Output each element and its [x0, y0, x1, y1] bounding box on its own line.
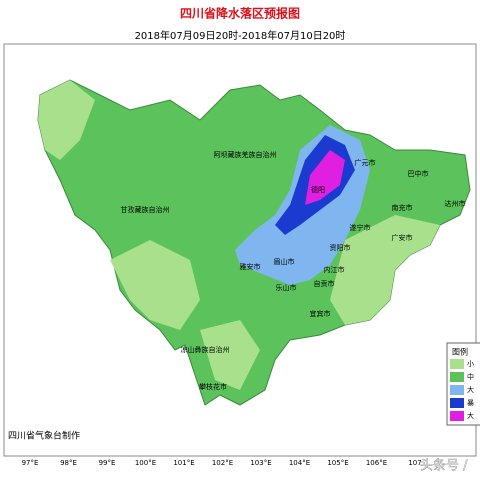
- place-label: 宜宾市: [310, 309, 331, 318]
- legend-label: 大: [467, 411, 474, 420]
- place-label: 自贡市: [314, 279, 335, 288]
- place-label: 内江市: [324, 265, 345, 274]
- place-label: 广安市: [392, 233, 413, 242]
- longitude-label: 105°E: [327, 459, 348, 467]
- place-label: 乐山市: [276, 283, 297, 292]
- longitude-label: 106°E: [366, 459, 387, 467]
- map: [37, 79, 471, 406]
- legend-label: 小: [467, 359, 474, 368]
- longitude-label: 97°E: [22, 459, 39, 467]
- longitude-label: 107: [408, 459, 421, 467]
- legend-swatch: [450, 385, 464, 395]
- place-label: 凉山彝族自治州: [181, 345, 230, 354]
- longitude-label: 101°E: [173, 459, 194, 467]
- subtitle: 2018年07月09日20时-2018年07月10日20时: [135, 29, 346, 42]
- place-label: 甘孜藏族自治州: [121, 205, 170, 214]
- watermark: 头条号 /: [420, 458, 468, 474]
- credit: 四川省气象台制作: [8, 430, 80, 442]
- longitude-label: 100°E: [135, 459, 156, 467]
- heavy-rainstorm: [305, 150, 345, 205]
- place-label: 遂宁市: [350, 223, 371, 232]
- longitude-label: 103°E: [250, 459, 271, 467]
- place-label: 南充市: [392, 203, 413, 212]
- legend-swatch: [450, 372, 464, 382]
- legend-label: 大: [467, 385, 474, 394]
- place-label: 阿坝藏族羌族自治州: [214, 150, 277, 159]
- legend-label: 暴: [467, 399, 474, 407]
- place-label: 巴中市: [408, 169, 429, 178]
- longitude-label: 99°E: [99, 459, 116, 467]
- legend-swatch: [450, 359, 464, 369]
- title: 四川省降水落区预报图: [180, 6, 300, 21]
- legend-swatch: [450, 398, 464, 408]
- legend-label: 中: [467, 372, 474, 381]
- longitude-label: 102°E: [212, 459, 233, 467]
- place-label: 攀枝花市: [199, 382, 227, 391]
- legend-swatch: [450, 411, 464, 421]
- place-label: 资阳市: [330, 243, 351, 252]
- place-label: 雅安市: [240, 262, 261, 271]
- longitude-label: 104°E: [289, 459, 310, 467]
- longitude-label: 98°E: [60, 459, 77, 467]
- place-label: 达州市: [445, 199, 466, 208]
- place-label: 眉山市: [274, 257, 295, 266]
- legend-title: 图例: [452, 347, 468, 357]
- light-rain: [38, 80, 440, 390]
- place-label: 德阳: [311, 185, 325, 194]
- place-label: 广元市: [355, 158, 376, 167]
